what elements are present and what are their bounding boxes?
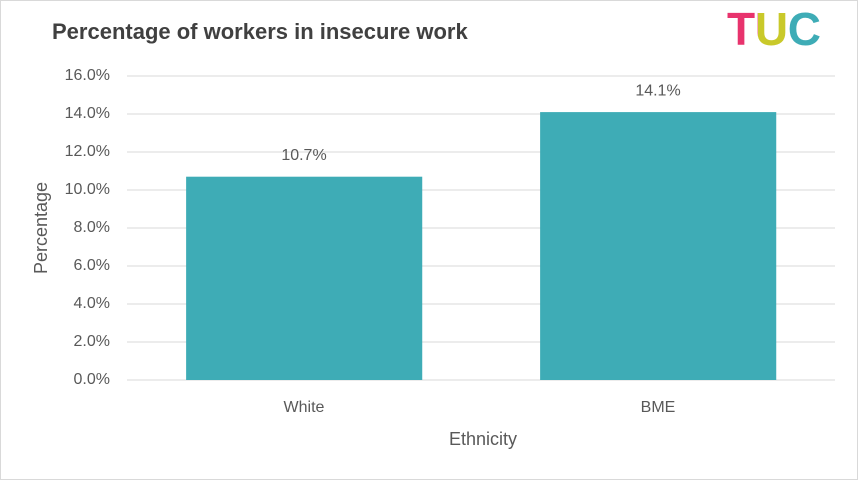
x-tick-label: BME [641,399,676,416]
data-label: 14.1% [635,82,680,99]
y-tick-label: 0.0% [74,371,110,388]
y-tick-label: 12.0% [65,143,110,160]
y-tick-label: 8.0% [74,219,110,236]
y-tick-label: 14.0% [65,105,110,122]
bar [186,176,423,380]
y-axis-label: Percentage [31,182,51,274]
bar [540,112,777,380]
data-label: 10.7% [281,147,326,164]
y-tick-label: 6.0% [74,257,110,274]
y-tick-label: 16.0% [65,67,110,84]
y-tick-label: 10.0% [65,181,110,198]
chart-title: Percentage of workers in insecure work [52,19,468,44]
y-tick-label: 2.0% [74,333,110,350]
x-tick-label: White [284,399,325,416]
x-axis-label: Ethnicity [449,429,517,449]
y-tick-label: 4.0% [74,295,110,312]
logo: TUC [727,3,821,55]
